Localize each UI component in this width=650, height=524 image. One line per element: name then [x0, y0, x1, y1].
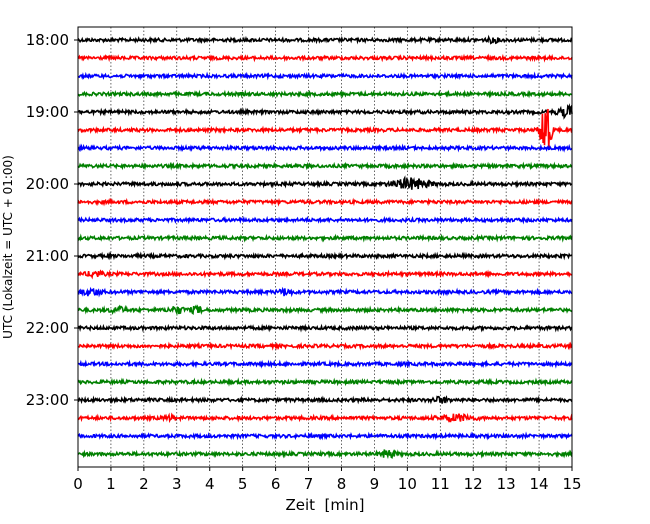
- x-tick-label: 8: [337, 475, 347, 493]
- seismic-trace: [77, 233, 573, 243]
- seismic-trace: [77, 89, 573, 99]
- seismic-trace: [77, 412, 573, 424]
- y-tick-label: 23:00: [26, 391, 69, 409]
- x-tick-label: 13: [497, 475, 516, 493]
- seismic-trace: [77, 359, 573, 369]
- seismic-trace: [77, 197, 573, 207]
- x-tick-label: 4: [205, 475, 215, 493]
- seismic-trace: [77, 34, 573, 45]
- y-axis: 18:00 19:00 20:00 21:00 22:00 23:00: [26, 31, 78, 409]
- seismic-trace: [77, 251, 573, 261]
- x-tick-label: 2: [139, 475, 149, 493]
- y-tick-label: 20:00: [26, 175, 69, 193]
- seismic-trace: [77, 53, 573, 63]
- x-tick-label: 12: [464, 475, 483, 493]
- x-tick-label: 9: [370, 475, 380, 493]
- x-axis: 0 1 2 3 4 5 6 7 8 9 10 11 12 13 14 15: [73, 467, 582, 493]
- x-tick-label: 0: [73, 475, 83, 493]
- seismic-trace: [77, 304, 573, 316]
- seismic-trace: [77, 341, 573, 351]
- traces: [77, 34, 573, 460]
- seismic-trace: [77, 108, 573, 150]
- y-tick-label: 19:00: [26, 103, 69, 121]
- x-tick-label: 7: [304, 475, 314, 493]
- seismic-trace: [77, 431, 573, 441]
- x-tick-label: 3: [172, 475, 182, 493]
- x-tick-label: 11: [431, 475, 450, 493]
- seismic-trace: [77, 161, 573, 171]
- y-tick-label: 21:00: [26, 247, 69, 265]
- seismic-trace: [77, 143, 573, 153]
- x-tick-label: 15: [562, 475, 581, 493]
- x-tick-label: 14: [530, 475, 549, 493]
- seismic-trace: [77, 175, 573, 190]
- seismic-trace: [77, 71, 573, 81]
- seismic-trace: [77, 286, 573, 298]
- x-tick-label: 5: [238, 475, 248, 493]
- x-tick-label: 6: [271, 475, 281, 493]
- x-tick-label: 1: [106, 475, 116, 493]
- seismic-trace: [77, 323, 573, 333]
- seismic-trace: [77, 377, 573, 387]
- seismic-trace: [77, 215, 573, 225]
- seismic-trace: [77, 395, 573, 405]
- seismic-trace: [77, 269, 573, 280]
- y-tick-label: 22:00: [26, 319, 69, 337]
- seismic-trace: [77, 449, 573, 460]
- y-axis-label: UTC (Lokalzeit = UTC + 01:00): [1, 155, 15, 339]
- seismic-trace: [77, 103, 573, 120]
- y-tick-label: 18:00: [26, 31, 69, 49]
- x-axis-label: Zeit [min]: [285, 496, 364, 514]
- x-tick-label: 10: [398, 475, 417, 493]
- plot-frame: [77, 26, 573, 468]
